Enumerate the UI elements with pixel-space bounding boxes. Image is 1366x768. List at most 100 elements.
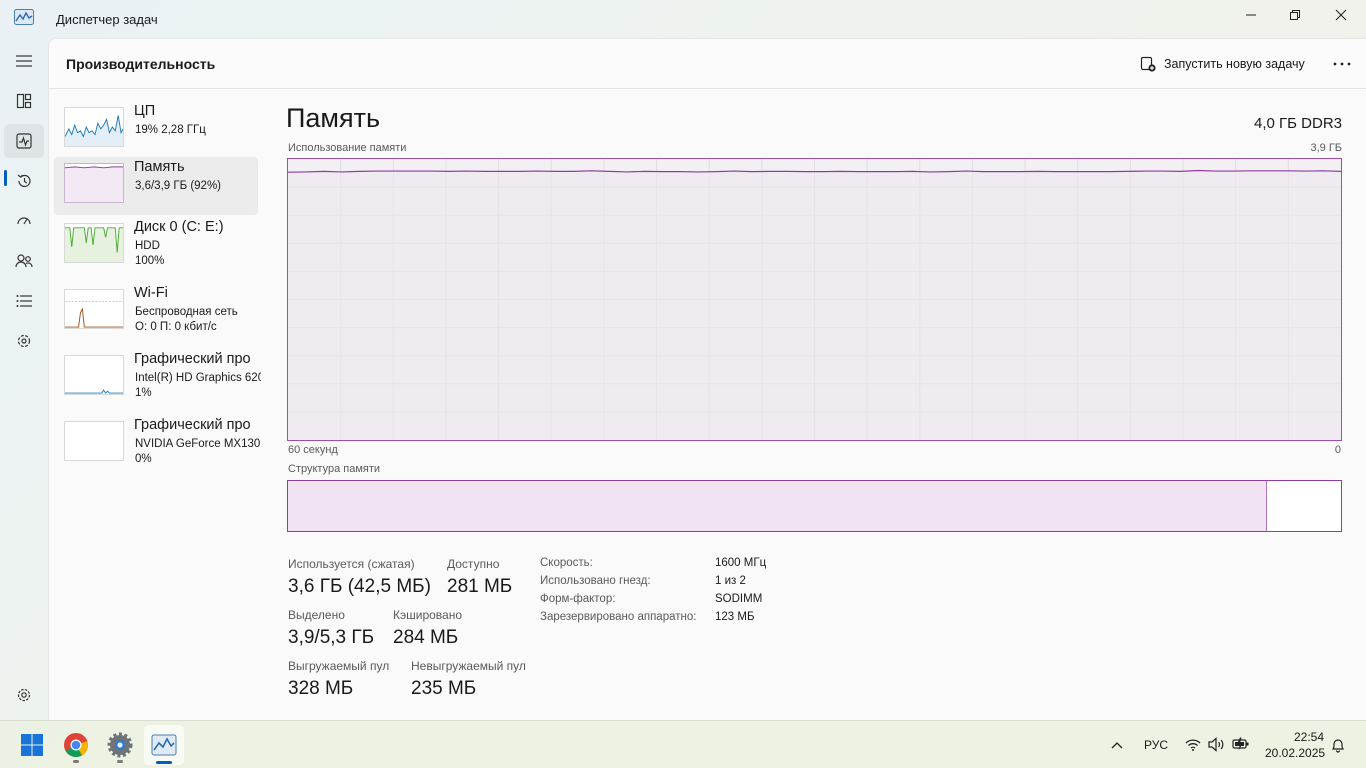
active-indicator <box>4 170 7 186</box>
available-label: Доступно <box>447 557 500 571</box>
device-name: Память <box>134 159 185 175</box>
committed-label: Выделено <box>288 608 345 622</box>
navigation-rail <box>0 38 48 720</box>
run-new-task-button[interactable]: Запустить новую задачу <box>1134 51 1311 77</box>
device-list: ЦП 19% 2,28 ГГц Память 3,6/3,9 ГБ (92%) … <box>49 89 261 509</box>
task-manager-icon <box>14 9 34 25</box>
device-memory[interactable]: Память 3,6/3,9 ГБ (92%) <box>54 157 258 215</box>
axis-time-label: 60 секунд <box>288 444 338 456</box>
show-hidden-icons-button[interactable] <box>1097 725 1137 765</box>
nav-performance[interactable] <box>4 124 44 158</box>
nonpaged-pool-label: Невыгружаемый пул <box>411 659 526 673</box>
main-panel: Производительность Запустить новую задач… <box>48 38 1366 720</box>
more-options-button[interactable] <box>1329 51 1355 77</box>
available-value: 281 МБ <box>447 576 513 597</box>
device-detail: HDD <box>135 240 160 252</box>
nav-users[interactable] <box>4 244 44 278</box>
device-gpu-1[interactable]: Графический про NVIDIA GeForce MX130 0% <box>54 415 261 473</box>
settings-gear-app-icon <box>107 732 133 758</box>
close-icon <box>1335 9 1347 21</box>
hamburger-menu-icon <box>16 55 32 67</box>
disk-thumbnail <box>64 223 124 263</box>
header-bar: Производительность Запустить новую задач… <box>49 39 1366 89</box>
nav-app-history[interactable] <box>4 164 44 198</box>
close-button[interactable] <box>1318 0 1364 30</box>
taskbar-task-manager[interactable] <box>144 725 184 765</box>
taskbar: РУС 22:54 20.02.2025 <box>0 720 1366 768</box>
device-name: Wi-Fi <box>134 285 168 301</box>
clock-time[interactable]: 22:54 <box>1294 730 1325 744</box>
memory-usage-graph <box>287 158 1342 441</box>
device-disk[interactable]: Диск 0 (C: E:) HDD 100% <box>54 217 258 275</box>
wifi-thumbnail <box>64 289 124 329</box>
form-factor-key: Форм-фактор: <box>540 593 616 605</box>
paged-pool-value: 328 МБ <box>288 678 354 699</box>
gpu0-thumbnail <box>64 355 124 395</box>
chevron-up-icon <box>1111 742 1123 749</box>
device-detail: 3,6/3,9 ГБ (92%) <box>135 180 222 192</box>
paged-pool-label: Выгружаемый пул <box>288 659 390 673</box>
used-label: Используется (сжатая) <box>288 557 415 571</box>
battery-icon[interactable] <box>1232 737 1250 751</box>
wifi-icon[interactable] <box>1185 738 1201 751</box>
services-icon <box>17 334 31 348</box>
running-indicator <box>117 760 123 763</box>
nonpaged-pool-value: 235 МБ <box>411 678 477 699</box>
form-factor-value: SODIMM <box>715 593 763 605</box>
processes-icon <box>16 93 32 109</box>
graph-max-label: 3,9 ГБ <box>1310 142 1342 154</box>
device-detail: NVIDIA GeForce MX130 <box>135 438 261 450</box>
device-name: Графический про <box>134 351 251 367</box>
start-button[interactable] <box>12 725 52 765</box>
nav-processes[interactable] <box>4 84 44 118</box>
restore-icon <box>1290 10 1300 20</box>
gpu1-thumbnail <box>64 421 124 461</box>
new-task-icon <box>1140 56 1156 72</box>
more-icon <box>1333 62 1351 66</box>
running-indicator <box>73 760 79 763</box>
used-value: 3,6 ГБ (42,5 МБ) <box>288 576 431 597</box>
device-wifi[interactable]: Wi-Fi Беспроводная сеть О: 0 П: 0 кбит/с <box>54 283 258 341</box>
taskbar-settings[interactable] <box>100 725 140 765</box>
page-title: Производительность <box>66 56 216 72</box>
app-history-icon <box>17 174 31 188</box>
nav-details[interactable] <box>4 284 44 318</box>
device-usage: 0% <box>135 453 152 465</box>
minimize-button[interactable] <box>1228 0 1274 30</box>
window-title: Диспетчер задач <box>56 12 158 27</box>
slots-value: 1 из 2 <box>715 575 746 587</box>
speed-value: 1600 МГц <box>715 557 767 569</box>
title-bar: Диспетчер задач <box>0 0 1366 38</box>
run-new-task-label: Запустить новую задачу <box>1164 57 1305 71</box>
device-detail: 19% 2,28 ГГц <box>135 124 206 136</box>
performance-icon <box>16 133 32 149</box>
windows-start-icon <box>21 734 43 756</box>
memory-spec: 4,0 ГБ DDR3 <box>1254 115 1342 132</box>
settings-icon <box>17 688 31 702</box>
device-cpu[interactable]: ЦП 19% 2,28 ГГц <box>54 101 258 159</box>
chrome-icon <box>64 733 89 758</box>
taskbar-chrome[interactable] <box>56 725 96 765</box>
clock-date[interactable]: 20.02.2025 <box>1265 746 1326 760</box>
device-throughput: О: 0 П: 0 кбит/с <box>135 321 217 333</box>
graph-label: Использование памяти <box>288 142 407 154</box>
device-gpu-0[interactable]: Графический про Intel(R) HD Graphics 620… <box>54 349 261 407</box>
cpu-thumbnail <box>64 107 124 147</box>
nav-settings[interactable] <box>4 678 44 712</box>
volume-icon[interactable] <box>1208 737 1226 752</box>
nav-services[interactable] <box>4 324 44 358</box>
hardware-reserved-value: 123 МБ <box>715 611 755 623</box>
nav-startup-apps[interactable] <box>4 204 44 238</box>
composition-label: Структура памяти <box>288 463 381 475</box>
memory-composition-bar[interactable] <box>287 480 1342 532</box>
restore-button[interactable] <box>1272 0 1318 30</box>
device-name: Диск 0 (C: E:) <box>134 219 224 235</box>
device-usage: 1% <box>135 387 152 399</box>
menu-button[interactable] <box>4 44 44 78</box>
device-name: Графический про <box>134 417 251 433</box>
notifications-bell-icon[interactable] <box>1331 737 1345 753</box>
task-manager-app-icon <box>151 734 177 756</box>
axis-zero-label: 0 <box>1334 444 1341 456</box>
input-language[interactable]: РУС <box>1144 738 1169 752</box>
device-detail: Intel(R) HD Graphics 620 <box>135 372 261 384</box>
